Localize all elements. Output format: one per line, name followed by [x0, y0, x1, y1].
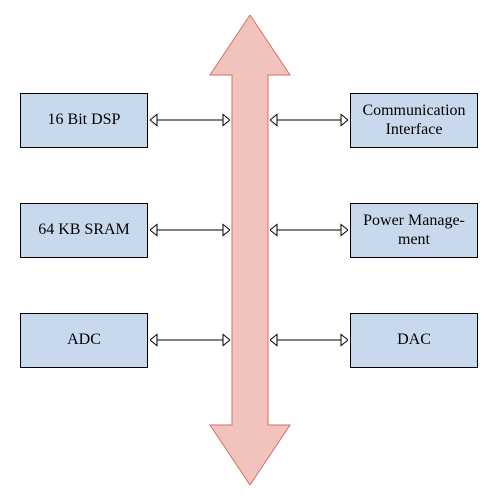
block-right-1: Power Manage- ment	[350, 203, 478, 258]
block-left-2: ADC	[20, 313, 148, 368]
connector-arrow	[270, 110, 348, 130]
box-label: Power Manage- ment	[363, 211, 465, 249]
box-label: Communication Interface	[357, 101, 471, 139]
connector-arrow	[150, 330, 230, 350]
box-label: ADC	[67, 330, 101, 349]
block-diagram: 16 Bit DSP Communication Interface 64 KB S…	[0, 0, 500, 500]
connector-arrow	[150, 110, 230, 130]
block-left-0: 16 Bit DSP	[20, 93, 148, 148]
connector-arrow	[150, 220, 230, 240]
connector-arrow	[270, 220, 348, 240]
block-left-1: 64 KB SRAM	[20, 203, 148, 258]
block-right-2: DAC	[350, 313, 478, 368]
connector-arrow	[270, 330, 348, 350]
bus-arrow	[205, 15, 295, 485]
box-label: 64 KB SRAM	[38, 220, 130, 239]
block-right-0: Communication Interface	[350, 93, 478, 148]
box-label: 16 Bit DSP	[48, 110, 121, 129]
box-label: DAC	[397, 330, 431, 349]
